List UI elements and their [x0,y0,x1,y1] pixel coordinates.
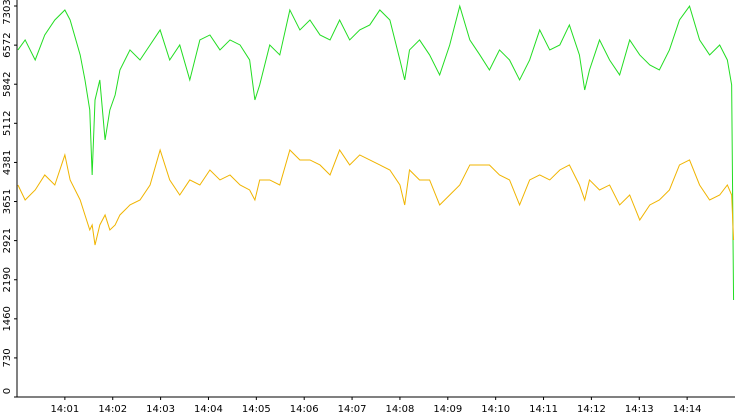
x-tick-label: 14:08 [386,404,415,415]
y-tick-label: 5112 [2,111,13,136]
x-tick-label: 14:10 [481,404,510,415]
x-tick-label: 14:11 [529,404,558,415]
y-tick-label: 2190 [2,267,13,292]
y-tick-label: 5842 [2,71,13,96]
y-tick-label: 6572 [2,32,13,57]
y-tick-label: 4381 [2,150,13,175]
x-tick-label: 14:12 [577,404,606,415]
y-tick-label: 1460 [2,306,13,331]
x-tick-label: 14:06 [290,404,319,415]
x-tick-label: 14:01 [50,404,79,415]
x-tick-label: 14:05 [242,404,271,415]
x-tick-label: 14:13 [625,404,654,415]
y-tick-label: 2921 [2,228,13,253]
x-tick-label: 14:02 [98,404,127,415]
x-tick-label: 14:03 [146,404,175,415]
series-line [17,148,735,246]
x-tick-label: 14:04 [194,404,223,415]
x-tick-label: 14:09 [433,404,462,415]
x-tick-label: 14:07 [338,404,367,415]
y-tick-label: 730 [2,348,13,367]
y-tick-label: 3651 [2,189,13,214]
y-tick-label: 0 [2,388,13,394]
series-line [17,4,735,300]
y-tick-label: 7303 [2,0,13,25]
x-tick-label: 14:14 [673,404,702,415]
